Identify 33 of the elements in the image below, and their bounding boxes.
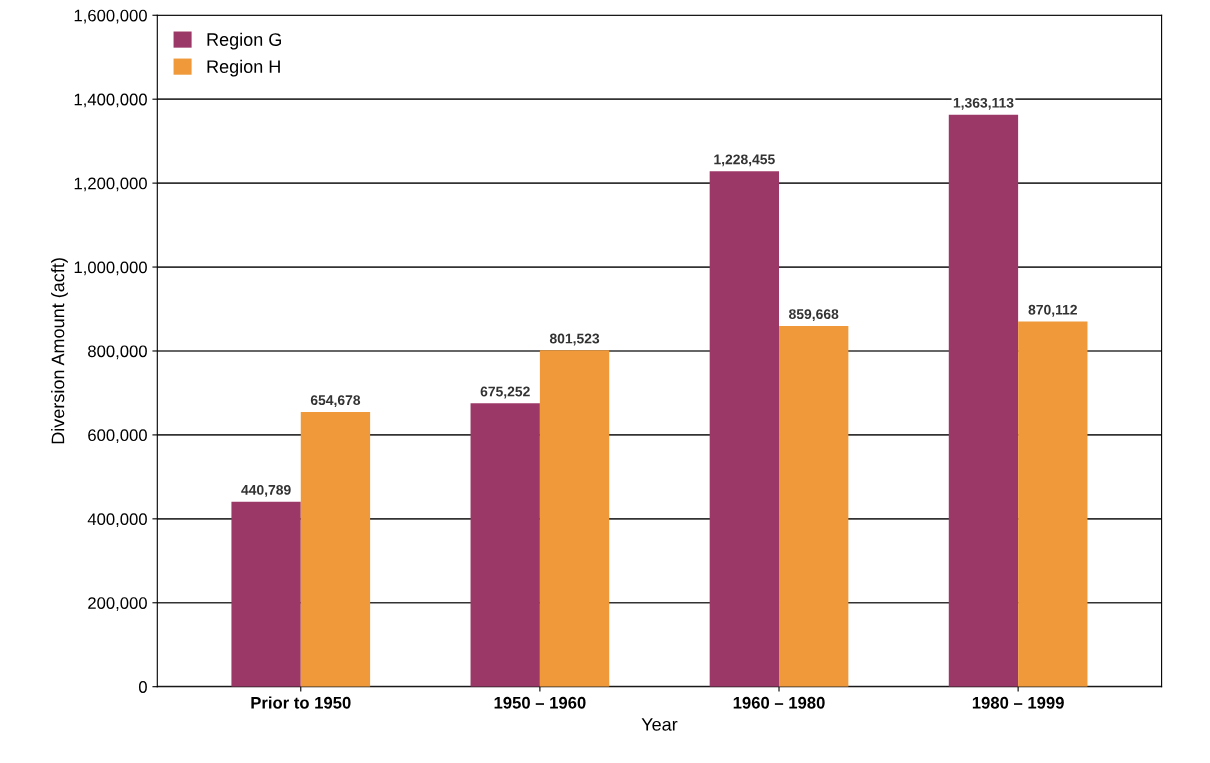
y-tick-label: 0 bbox=[138, 681, 147, 693]
bar bbox=[948, 114, 1019, 687]
y-tick-label: 800,000 bbox=[88, 345, 147, 360]
x-tick-label: Prior to 1950 bbox=[251, 696, 351, 709]
data-label: 870,112 bbox=[1028, 304, 1077, 317]
x-axis-title: Year bbox=[641, 718, 678, 731]
y-tick-label: 600,000 bbox=[88, 429, 147, 444]
bar bbox=[709, 171, 780, 687]
x-tick-label: 1960 – 1980 bbox=[733, 696, 825, 709]
y-axis-title: Diversion Amount (acft) bbox=[51, 258, 68, 444]
legend-label: Region H bbox=[207, 59, 280, 77]
y-tick-label: 400,000 bbox=[87, 513, 147, 528]
x-tick-label: 1950 – 1960 bbox=[494, 696, 586, 709]
bar bbox=[231, 501, 301, 687]
bar bbox=[539, 350, 610, 687]
data-label: 440,789 bbox=[241, 484, 291, 497]
bar bbox=[300, 411, 371, 687]
y-tick-label: 200,000 bbox=[88, 597, 147, 611]
bar bbox=[1018, 321, 1088, 687]
bar bbox=[779, 325, 849, 687]
data-label: 675,252 bbox=[480, 386, 530, 399]
data-label: 801,523 bbox=[549, 333, 600, 346]
y-tick-label: 1,600,000 bbox=[74, 9, 147, 24]
data-label: 654,678 bbox=[310, 395, 361, 408]
y-tick-label: 1,400,000 bbox=[74, 93, 147, 108]
data-label: 1,228,455 bbox=[714, 154, 775, 167]
data-label: 859,668 bbox=[789, 309, 839, 322]
y-tick-label: 1,200,000 bbox=[74, 177, 147, 192]
x-tick-label: 1980 – 1999 bbox=[972, 696, 1064, 709]
bar bbox=[470, 403, 540, 687]
legend-label: Region G bbox=[207, 32, 281, 50]
y-tick-label: 1,000,000 bbox=[74, 261, 147, 276]
data-label: 1,363,113 bbox=[953, 97, 1014, 110]
